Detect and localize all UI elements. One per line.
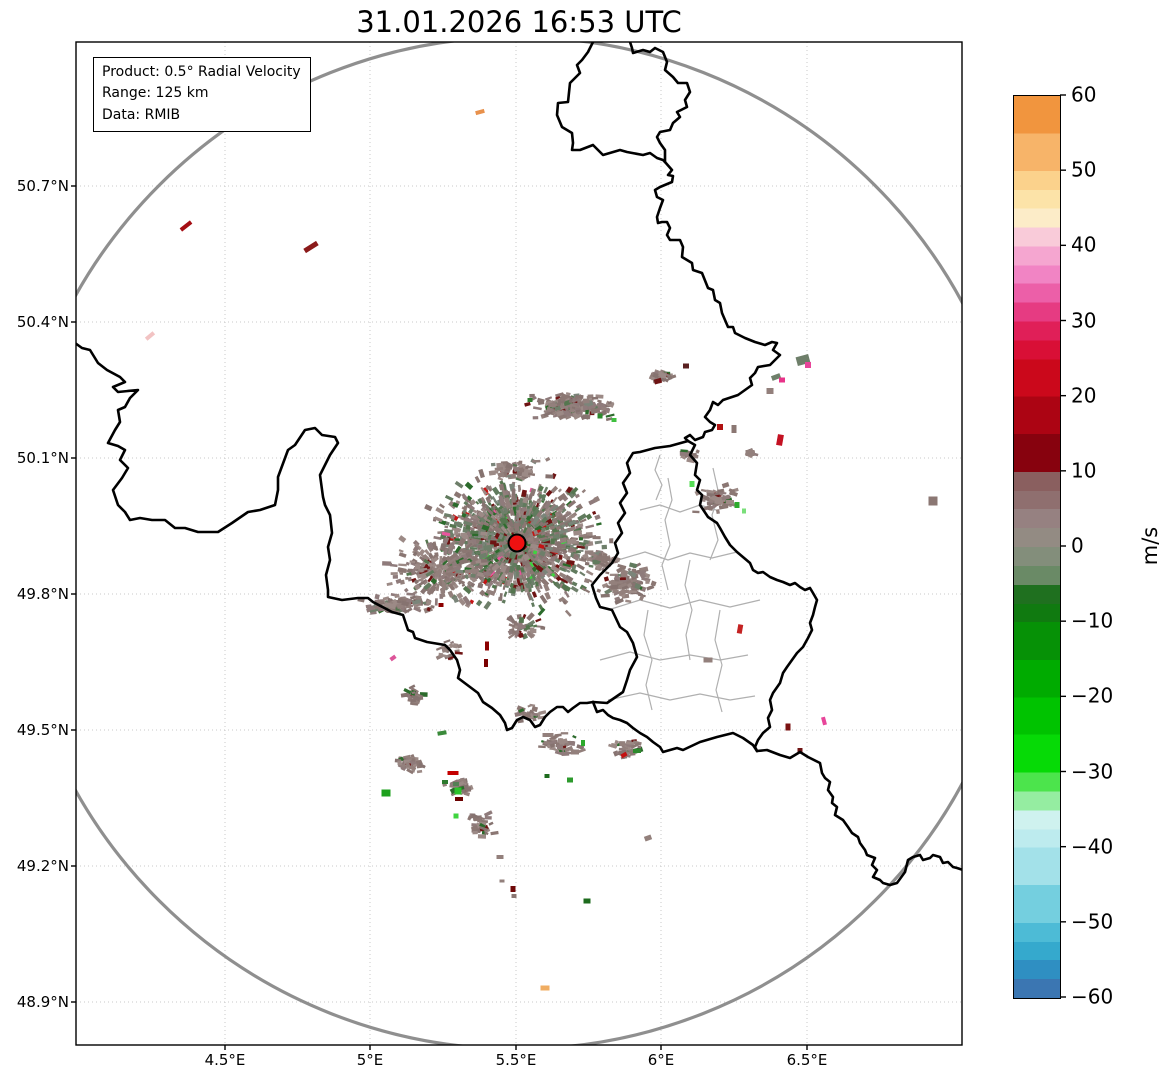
colorbar-tick-label: −20 — [1071, 683, 1114, 708]
colorbar-tick-label: −10 — [1071, 608, 1114, 633]
colorbar-unit-label: m/s — [1138, 526, 1162, 566]
x-tick-label: 5°E — [356, 1051, 384, 1069]
x-tick-label: 4.5°E — [204, 1051, 246, 1069]
axis-tick-marks — [71, 94, 1066, 1050]
colorbar-tick-label: −40 — [1071, 834, 1114, 859]
region-borders — [599, 454, 761, 713]
radar-echo-layer — [144, 108, 938, 991]
y-tick-label: 48.9°N — [16, 993, 69, 1011]
plot-frame — [75, 41, 963, 1046]
product-info-range: Range: 125 km — [102, 85, 209, 102]
plot-content — [76, 42, 962, 1045]
figure-title: 31.01.2026 16:53 UTC — [356, 5, 682, 39]
colorbar-tick-label: −30 — [1071, 759, 1114, 784]
colorbar-tick-label: −50 — [1071, 909, 1114, 934]
colorbar-tick-label: 30 — [1071, 308, 1097, 333]
product-info-box: Product: 0.5° Radial Velocity Range: 125… — [93, 57, 311, 132]
colorbar-tick-label: 40 — [1071, 232, 1097, 257]
colorbar-tick-label: 10 — [1071, 458, 1097, 483]
y-tick-label: 50.7°N — [16, 177, 69, 195]
colorbar-tick-label: 60 — [1071, 82, 1097, 107]
country-borders — [76, 42, 962, 887]
product-info-source: Data: RMIB — [102, 106, 181, 123]
x-tick-label: 6.5°E — [786, 1051, 828, 1069]
x-tick-label: 6°E — [647, 1051, 675, 1069]
y-tick-label: 50.4°N — [16, 313, 69, 331]
radar-site-marker — [507, 533, 527, 553]
y-tick-label: 49.5°N — [16, 721, 69, 739]
colorbar-tick-label: 20 — [1071, 383, 1097, 408]
y-tick-label: 50.1°N — [16, 449, 69, 467]
x-tick-label: 5.5°E — [495, 1051, 537, 1069]
colorbar-tick-label: 50 — [1071, 157, 1097, 182]
product-info-product: Product: 0.5° Radial Velocity — [102, 64, 301, 80]
colorbar-gradient — [1013, 95, 1061, 999]
y-tick-label: 49.2°N — [16, 857, 69, 875]
colorbar-tick-label: −60 — [1071, 984, 1114, 1009]
y-tick-label: 49.8°N — [16, 585, 69, 603]
colorbar-tick-label: 0 — [1071, 533, 1084, 558]
